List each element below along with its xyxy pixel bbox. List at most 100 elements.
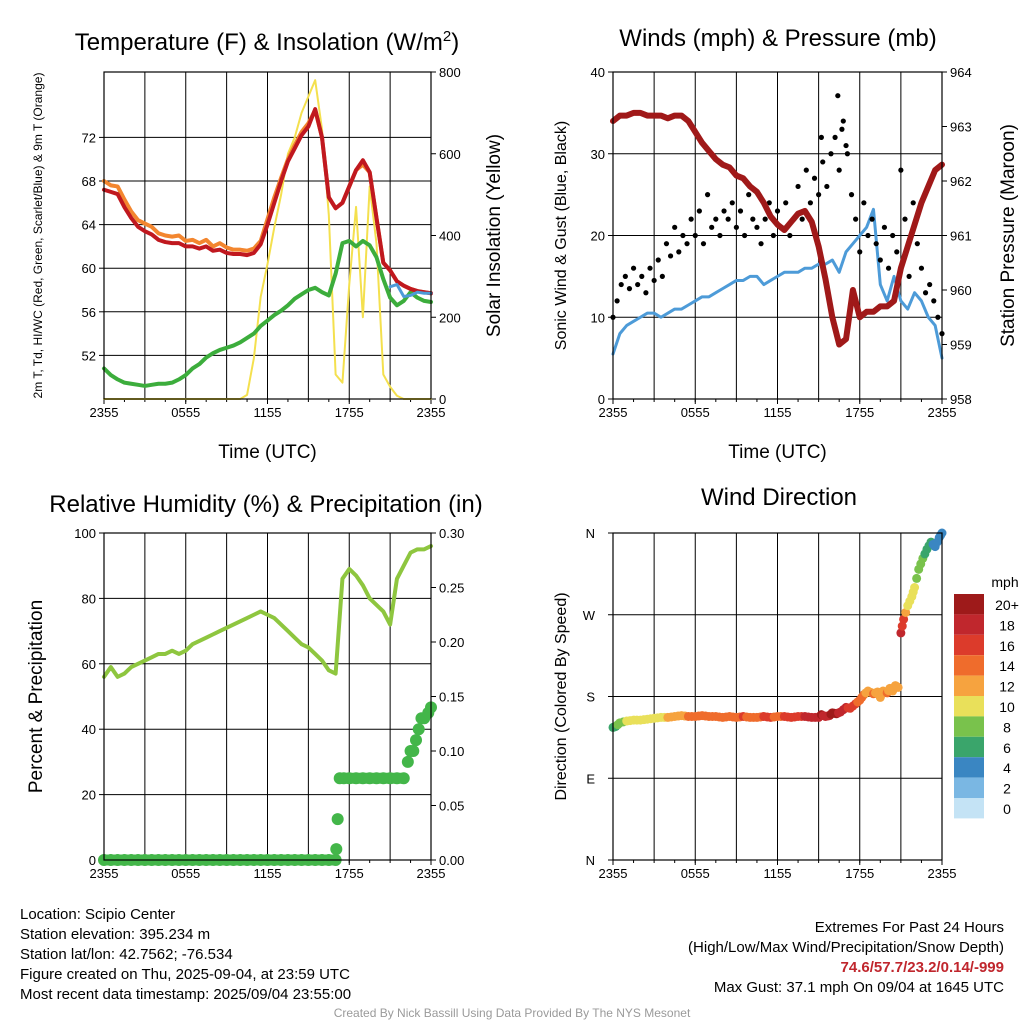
y-tick-label: N xyxy=(586,526,595,541)
x-tick-label: 2355 xyxy=(599,405,628,420)
gust-point xyxy=(630,265,637,271)
legend-label: 18 xyxy=(999,617,1015,633)
y-right-tick-label: 962 xyxy=(950,174,972,189)
y-tick-label: 60 xyxy=(82,657,96,672)
gust-point xyxy=(935,314,941,320)
y-right-tick-label: 0.25 xyxy=(439,581,464,596)
gust-point xyxy=(865,232,871,239)
x-axis-label: Time (UTC) xyxy=(218,442,317,463)
gust-point xyxy=(643,290,649,296)
y-right-tick-label: 0.10 xyxy=(439,744,464,759)
y-tick-label: 64 xyxy=(82,218,96,233)
elevation-text: Station elevation: 395.234 m xyxy=(20,926,211,943)
gust-point xyxy=(818,134,824,140)
precip-point xyxy=(410,734,423,747)
legend-swatch xyxy=(954,777,984,798)
gust-point xyxy=(750,216,756,222)
y-tick-label: 80 xyxy=(82,591,96,606)
y-tick-label: 40 xyxy=(82,722,96,737)
y-axis-label: Direction (Colored By Speed) xyxy=(553,592,570,800)
gust-point xyxy=(787,232,793,239)
y-tick-label: 0 xyxy=(89,853,96,868)
legend-label: 16 xyxy=(999,638,1015,654)
gust-point xyxy=(861,200,867,206)
y-tick-label: 52 xyxy=(82,348,96,363)
precip-point xyxy=(330,843,343,856)
gust-point xyxy=(828,151,834,157)
station-info: Location: Scipio Center Station elevatio… xyxy=(20,905,351,1005)
x-tick-label: 0555 xyxy=(171,405,200,420)
legend-swatch xyxy=(954,614,984,635)
gust-point xyxy=(835,93,841,99)
recent-data-text: Most recent data timestamp: 2025/09/04 2… xyxy=(20,986,352,1003)
gust-point xyxy=(676,249,682,255)
x-tick-label: 2355 xyxy=(928,405,957,420)
x-tick-label: 1155 xyxy=(254,405,282,420)
y-tick-label: 20 xyxy=(591,229,605,244)
gust-point xyxy=(684,241,690,247)
legend-swatch xyxy=(954,736,984,758)
extremes-title: Extremes For Past 24 Hours xyxy=(814,919,1004,936)
y-right-tick-label: 0 xyxy=(439,392,446,407)
credit-text: Created By Nick Bassill Using Data Provi… xyxy=(333,1006,691,1020)
gust-point xyxy=(692,232,698,239)
precip-point xyxy=(412,723,425,736)
max-gust-text: Max Gust: 37.1 mph On 09/04 at 1645 UTC xyxy=(713,979,1004,996)
series-rh-line xyxy=(102,544,433,679)
gust-point xyxy=(803,167,809,173)
series-wind-line xyxy=(611,207,944,360)
y-axis-label: 2m T, Td, HI/WC (Red, Green, Scarlet/Blu… xyxy=(31,73,45,399)
legend-label: 10 xyxy=(999,699,1015,715)
winds-title: Winds (mph) & Pressure (mb) xyxy=(619,25,936,52)
y-tick-label: 0 xyxy=(598,392,605,407)
x-tick-label: 1755 xyxy=(335,866,364,881)
gust-point xyxy=(762,216,768,222)
speed-legend: mph 20+ 18 16 14 12 10 8 6 4 2 0 xyxy=(954,574,1019,819)
gust-point xyxy=(721,208,727,214)
gust-point xyxy=(869,216,875,222)
gust-point xyxy=(807,200,814,206)
gust-point xyxy=(709,224,715,230)
plot-border xyxy=(103,532,432,861)
direction-point xyxy=(901,607,911,617)
gust-point xyxy=(672,224,678,230)
y-right-axis-label: Solar Insolation (Yellow) xyxy=(484,134,505,337)
legend-label: 8 xyxy=(1003,719,1011,735)
gust-point xyxy=(758,241,764,247)
direction-panel: Wind Direction 2355 0555 1155 1755 2355 N E S W N… xyxy=(553,484,1019,881)
gust-point xyxy=(626,286,633,292)
legend-swatch xyxy=(954,675,984,696)
y-tick-label: 40 xyxy=(591,65,605,80)
series-blue-line xyxy=(388,283,433,299)
legend-swatch xyxy=(954,716,984,737)
gust-point xyxy=(680,232,686,239)
gust-point xyxy=(799,216,805,222)
legend-swatch xyxy=(954,594,984,615)
y-right-tick-label: 963 xyxy=(950,120,972,135)
gust-point xyxy=(894,249,900,255)
y-tick-label: 60 xyxy=(82,261,96,276)
gust-point xyxy=(783,200,789,206)
gust-point xyxy=(635,281,641,288)
legend-title: mph xyxy=(991,574,1018,590)
gust-point xyxy=(737,208,744,214)
y-right-tick-label: 959 xyxy=(950,338,972,353)
legend-swatch xyxy=(954,655,984,676)
gust-point xyxy=(614,298,620,304)
x-tick-label: 2355 xyxy=(599,866,628,881)
legend-label: 2 xyxy=(1003,781,1011,797)
precip-point xyxy=(331,813,344,826)
gust-point xyxy=(906,273,912,279)
gust-point xyxy=(766,200,772,206)
x-tick-label: 1155 xyxy=(254,866,282,881)
gust-point xyxy=(700,241,707,247)
direction-point xyxy=(896,628,906,638)
humidity-panel: Relative Humidity (%) & Precipitation (i… xyxy=(26,491,483,881)
x-tick-label: 1755 xyxy=(845,866,874,881)
y-axis-label: Sonic Wind & Gust (Blue, Black) xyxy=(553,121,570,350)
gust-point xyxy=(774,208,781,214)
gust-point xyxy=(696,208,702,214)
x-axis-label: Time (UTC) xyxy=(728,442,827,463)
direction-point xyxy=(897,621,907,631)
